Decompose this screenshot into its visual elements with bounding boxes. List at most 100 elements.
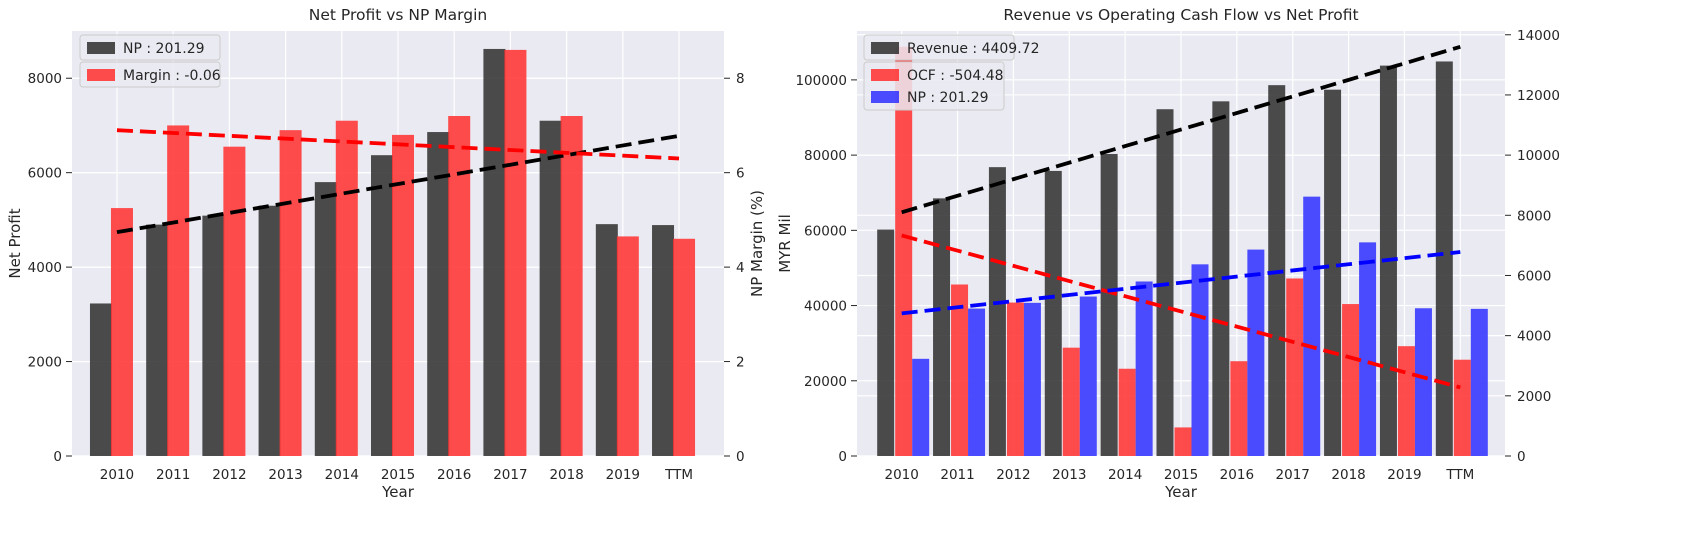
bar [1135,281,1153,456]
legend-swatch [871,69,899,81]
y-right-tick-label: 14000 [1517,28,1560,44]
legend-label: Margin : -0.06 [123,68,221,84]
bar [877,229,895,456]
chart-title: Revenue vs Operating Cash Flow vs Net Pr… [1003,6,1358,24]
y-right-tick-label: 2000 [1517,389,1551,405]
x-tick-label: 2014 [1108,467,1142,483]
x-tick-label: 2012 [996,467,1030,483]
bar [951,284,969,456]
x-tick-label: 2010 [885,467,919,483]
y-right-tick-label: 8000 [1517,208,1551,224]
legend-label: Revenue : 4409.72 [907,41,1039,57]
x-axis-label: Year [1164,483,1198,501]
bar [1342,304,1360,456]
y-tick-label: 40000 [804,299,847,315]
x-tick-label: 2014 [325,467,359,483]
chart-title: Net Profit vs NP Margin [309,6,487,24]
bar [1062,347,1080,456]
y-right-tick-label: 2 [736,355,745,371]
bar [673,238,696,456]
y-right-tick-label: 0 [736,449,745,465]
x-tick-label: 2010 [100,467,134,483]
bar [146,224,169,456]
legend-swatch [871,42,899,54]
y-right-tick-label: 0 [1517,449,1526,465]
y-tick-label: 6000 [28,166,62,182]
x-tick-label: TTM [1445,467,1474,483]
bar [1359,242,1377,456]
x-tick-label: 2017 [1276,467,1310,483]
bar [1324,89,1342,456]
bar [202,215,225,456]
bar [912,358,930,456]
bar [1044,170,1062,456]
bar [1470,308,1488,456]
x-tick-label: 2017 [493,467,527,483]
legend-swatch [871,91,899,103]
bar [1212,101,1230,457]
x-tick-label: 2013 [1052,467,1086,483]
bar [1230,361,1248,456]
bar [1303,196,1321,457]
x-tick-label: 2011 [156,467,190,483]
bar [560,116,583,456]
bar [968,308,986,456]
y-tick-label: 100000 [795,73,847,89]
bar [1397,346,1415,456]
x-tick-label: 2016 [1220,467,1254,483]
bar [223,146,246,456]
bar [1118,368,1136,456]
trend-line [901,44,1461,215]
bar [427,132,450,457]
x-tick-label: 2018 [1331,467,1365,483]
y-tick-label: 4000 [28,260,62,276]
y-right-tick-label: 6 [736,166,745,182]
x-tick-label: 2019 [606,467,640,483]
y-axis-label-right: NP Margin (%) [748,190,766,297]
bar [89,303,112,456]
y-tick-label: 80000 [804,148,847,164]
y-right-tick-label: 8 [736,71,745,87]
bar [895,46,913,457]
bar [314,182,337,456]
y-tick-label: 2000 [28,355,62,371]
bar [110,208,133,456]
trend-line [901,233,1461,390]
legend-label: OCF : -504.48 [907,68,1004,84]
x-tick-label: 2013 [268,467,302,483]
y-tick-label: 20000 [804,374,847,390]
bar [652,225,675,456]
x-tick-label: 2018 [549,467,583,483]
legend-swatch [87,69,115,81]
bar [616,236,639,456]
y-axis-label: Net Profit [6,208,24,278]
y-tick-label: 0 [838,449,847,465]
x-axis-label: Year [381,483,415,501]
x-tick-label: 2011 [940,467,974,483]
bar [1174,427,1192,456]
x-tick-label: 2012 [212,467,246,483]
y-tick-label: 60000 [804,223,847,239]
y-right-tick-label: 4 [736,260,745,276]
bar [448,116,471,456]
y-right-tick-label: 10000 [1517,148,1560,164]
bar [258,205,281,456]
bar [595,224,618,456]
bar [1435,61,1453,457]
bar [371,155,393,456]
bar [1453,359,1471,456]
x-tick-label: 2019 [1387,467,1421,483]
bar [279,130,302,456]
bar [392,134,414,456]
bar [167,125,190,456]
y-tick-label: 0 [53,449,62,465]
bar [1079,296,1097,456]
bar [1247,249,1265,456]
x-tick-label: TTM [664,467,693,483]
trend-line [116,128,680,161]
y-right-tick-label: 12000 [1517,88,1560,104]
y-right-tick-label: 4000 [1517,329,1551,345]
